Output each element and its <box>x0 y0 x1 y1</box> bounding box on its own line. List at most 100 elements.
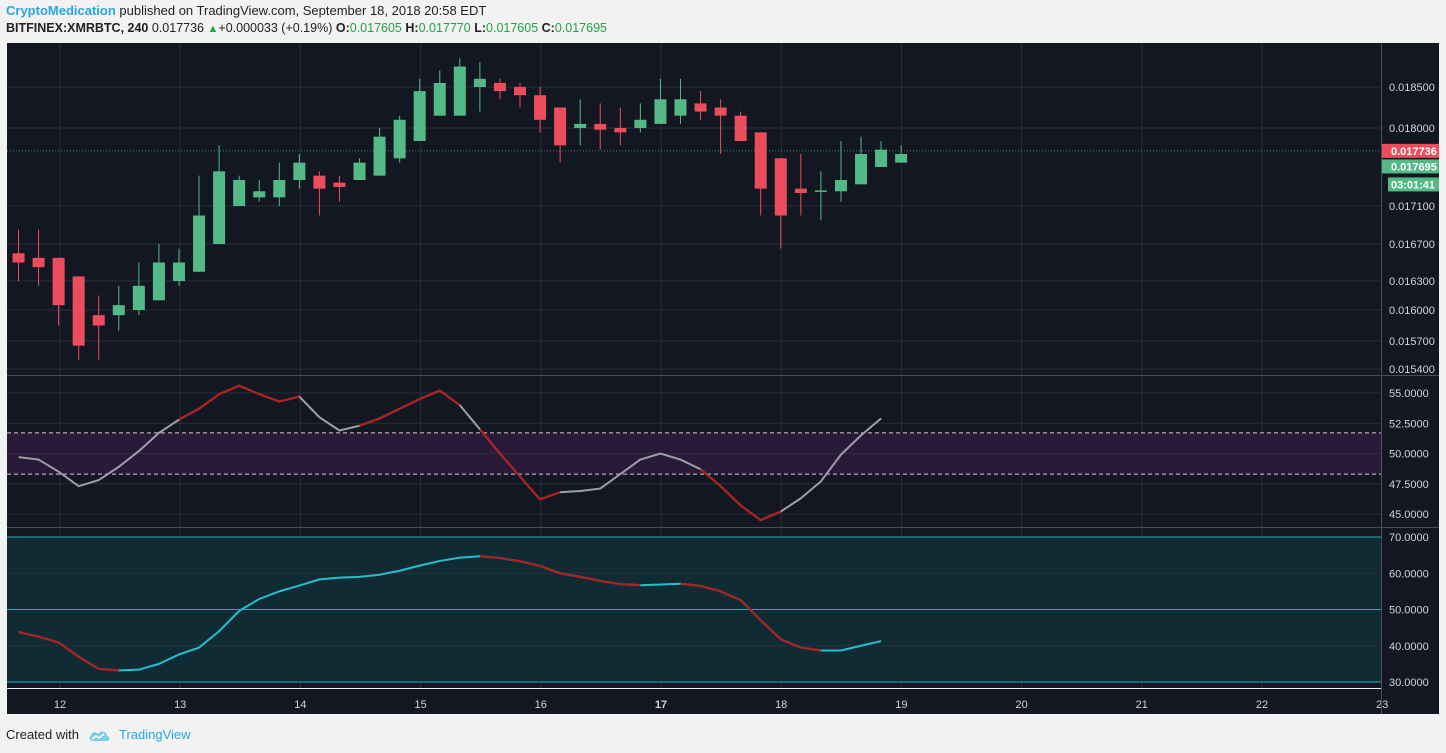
candle-up <box>634 119 647 128</box>
last-price: 0.017736 <box>151 21 205 35</box>
candle-up <box>473 78 486 87</box>
candle-up <box>574 123 587 128</box>
price-tick-label: 0.018500 <box>1389 82 1435 94</box>
candle-down <box>754 132 767 189</box>
price-tick-label: 0.016700 <box>1389 239 1435 251</box>
oscillator-1-down-segment <box>178 384 300 421</box>
price-tick-label: 0.015700 <box>1389 336 1435 348</box>
symbol-name: BITFINEX:XMRBTC, 240 <box>6 21 149 35</box>
candle-up <box>213 171 226 244</box>
candle-down <box>534 95 547 120</box>
time-tick-label: 14 <box>294 699 306 711</box>
candle-up <box>293 162 306 180</box>
price-tick-label: 0.017100 <box>1389 201 1435 213</box>
candle-down <box>52 257 65 306</box>
candle-down <box>774 158 787 216</box>
candle-up <box>453 66 466 116</box>
price-tick-label: 0.016300 <box>1389 276 1435 288</box>
countdown-text: 03:01:41 <box>1391 179 1435 191</box>
candle-up <box>152 262 165 301</box>
candle-up <box>834 180 847 192</box>
candle-down <box>594 123 607 130</box>
candle-up <box>132 285 145 310</box>
candle-down <box>614 128 627 133</box>
author-link[interactable]: CryptoMedication <box>6 3 116 18</box>
candle-down <box>694 103 707 112</box>
time-tick-label: 18 <box>775 699 787 711</box>
chart-area[interactable]: 12 13 14 15 16 17 18 19 20 21 22 23 0.018500 0.018000… <box>0 40 1446 720</box>
publish-header: CryptoMedication published on TradingVie… <box>6 3 486 18</box>
oscillator-1-tick-label: 47.5000 <box>1389 479 1429 491</box>
close-price-badge <box>1382 159 1439 174</box>
time-tick-label: 13 <box>174 699 186 711</box>
time-axis <box>7 689 1381 714</box>
oscillator-1-down-segment <box>479 428 561 501</box>
candle-down <box>92 315 105 326</box>
tradingview-brand[interactable]: TradingView <box>118 727 191 742</box>
close-price-badge-text: 0.017695 <box>1391 161 1437 173</box>
oscillator-2-down-segment <box>479 555 641 587</box>
candle-down <box>72 276 85 346</box>
oscillator-1-down-segment <box>699 468 782 522</box>
candle-down <box>32 257 45 268</box>
last-price-badge <box>1382 143 1439 158</box>
candle-up <box>413 91 426 141</box>
oscillator-1-tick-label: 52.5000 <box>1389 418 1429 430</box>
candle-up <box>193 215 206 272</box>
time-tick-label: 19 <box>895 699 907 711</box>
candle-up <box>433 82 446 116</box>
price-tick-label: 0.016000 <box>1389 305 1435 317</box>
time-tick-label: 15 <box>414 699 426 711</box>
time-tick-label: 20 <box>1015 699 1027 711</box>
candle-down <box>734 115 747 141</box>
oscillator-2-down-segment <box>680 582 822 652</box>
oscillator-2-tick-label: 40.0000 <box>1389 641 1429 653</box>
candle-down <box>554 107 567 146</box>
countdown-badge <box>1388 177 1439 192</box>
candle-up <box>273 180 286 198</box>
low-value: 0.017605 <box>486 21 539 35</box>
up-arrow-icon: ▲ <box>207 23 219 35</box>
oscillator-2-tick-label: 30.0000 <box>1389 677 1429 689</box>
close-label: C: <box>541 21 555 35</box>
candle-down <box>313 175 326 189</box>
candle-up <box>855 154 868 185</box>
oscillator-2-down-segment <box>18 631 119 672</box>
time-tick-label: 17 <box>655 699 667 711</box>
high-label: H: <box>405 21 419 35</box>
candle-up <box>373 136 386 176</box>
oscillator-1-tick-label: 55.0000 <box>1389 388 1429 400</box>
time-tick-label: 12 <box>54 699 66 711</box>
time-tick-label: 21 <box>1136 699 1148 711</box>
candle-up <box>233 180 246 206</box>
low-label: L: <box>474 21 487 35</box>
open-value: 0.017605 <box>349 21 402 35</box>
candle-down <box>514 87 526 96</box>
last-price-badge-text: 0.017736 <box>1391 146 1437 158</box>
price-tick-label: 0.018000 <box>1389 123 1435 135</box>
time-tick-label: 23 <box>1376 699 1388 711</box>
candle-up <box>393 119 406 159</box>
candle-up <box>253 191 266 198</box>
candle-up <box>814 190 827 192</box>
candle-down <box>794 188 807 193</box>
price-tick-label: 0.015400 <box>1389 364 1435 376</box>
oscillator-1-tick-label: 45.0000 <box>1389 509 1429 521</box>
price-pane <box>7 43 1381 375</box>
oscillator-1-tick-label: 50.0000 <box>1389 449 1429 461</box>
candle-up <box>654 99 667 124</box>
candle-down <box>12 253 25 263</box>
time-tick-label: 22 <box>1256 699 1268 711</box>
oscillator-1-down-segment <box>359 389 461 427</box>
candle-up <box>895 154 908 163</box>
candle-up <box>353 162 366 180</box>
candle-down <box>333 182 346 187</box>
high-value: 0.017770 <box>418 21 471 35</box>
candle-down <box>493 82 506 92</box>
oscillator-2-tick-label: 50.0000 <box>1389 605 1429 617</box>
oscillator-2-tick-label: 70.0000 <box>1389 532 1429 544</box>
price-change: +0.000033 (+0.19%) <box>218 21 333 35</box>
open-label: O: <box>335 21 350 35</box>
candle-up <box>674 99 687 116</box>
tradingview-cloud-icon <box>89 731 110 741</box>
